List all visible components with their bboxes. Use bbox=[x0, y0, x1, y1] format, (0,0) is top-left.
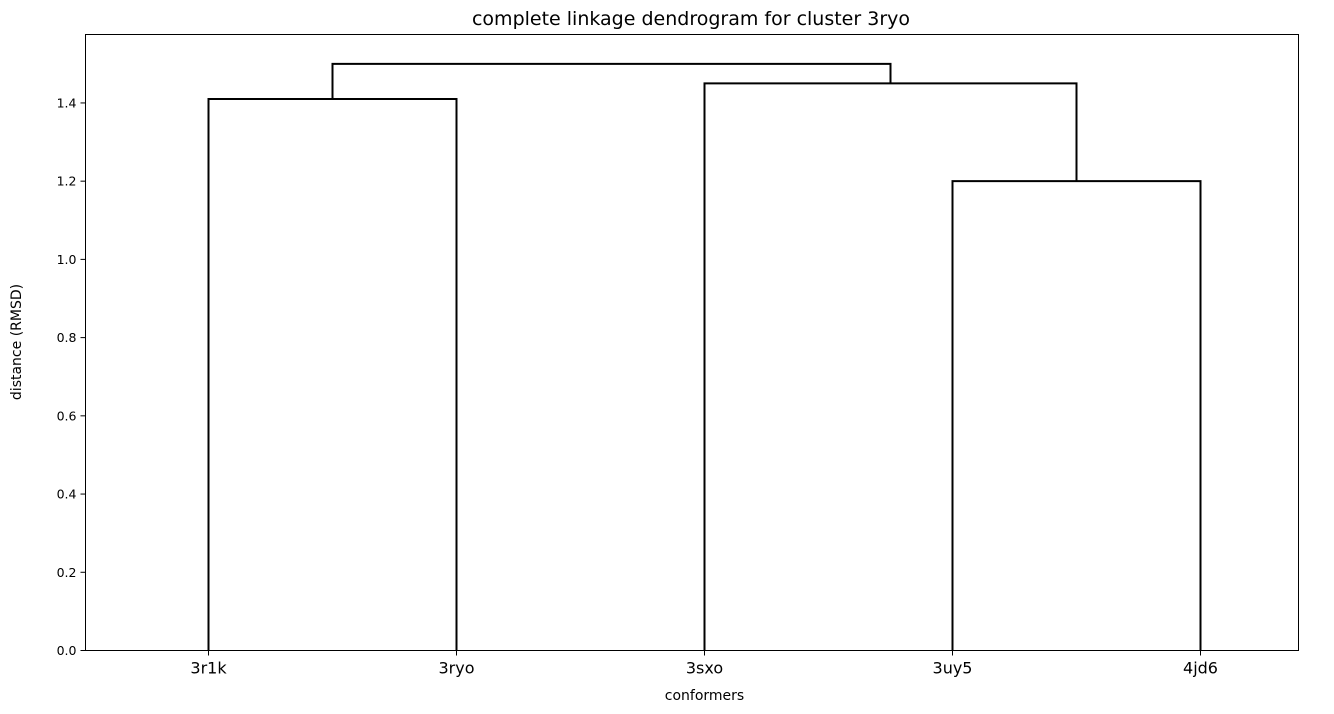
y-tick-label: 0.8 bbox=[57, 330, 77, 345]
y-tick-label: 0.0 bbox=[57, 643, 77, 658]
leaf-label-3sxo: 3sxo bbox=[686, 659, 723, 678]
dendrogram-link-3 bbox=[703, 82, 1078, 651]
y-tick-label: 1.4 bbox=[57, 95, 77, 110]
y-tick-label: 1.2 bbox=[57, 174, 77, 189]
y-axis-label: distance (RMSD) bbox=[9, 284, 25, 400]
dendrogram-link-4 bbox=[331, 62, 892, 100]
dendrogram-link-2 bbox=[951, 180, 1202, 651]
leaf-label-3ryo: 3ryo bbox=[438, 659, 474, 678]
x-axis: 3r1k 3ryo 3sxo 3uy5 4jd6 bbox=[190, 650, 1218, 678]
y-tick-label: 1.0 bbox=[57, 252, 77, 267]
chart-title: complete linkage dendrogram for cluster … bbox=[472, 8, 910, 30]
y-tick-label: 0.2 bbox=[57, 565, 77, 580]
plot-frame bbox=[85, 34, 1299, 651]
y-tick-label: 0.6 bbox=[57, 408, 77, 423]
y-axis: 0.0 0.2 0.4 0.6 0.8 1.0 1.2 1.4 bbox=[57, 95, 86, 658]
dendrogram-links bbox=[207, 62, 1202, 651]
dendrogram-link-1 bbox=[207, 98, 458, 651]
x-axis-label: conformers bbox=[665, 688, 744, 704]
leaf-label-3r1k: 3r1k bbox=[190, 659, 227, 678]
leaf-label-3uy5: 3uy5 bbox=[933, 659, 973, 678]
y-tick-label: 0.4 bbox=[57, 487, 77, 502]
leaf-label-4jd6: 4jd6 bbox=[1183, 659, 1218, 678]
